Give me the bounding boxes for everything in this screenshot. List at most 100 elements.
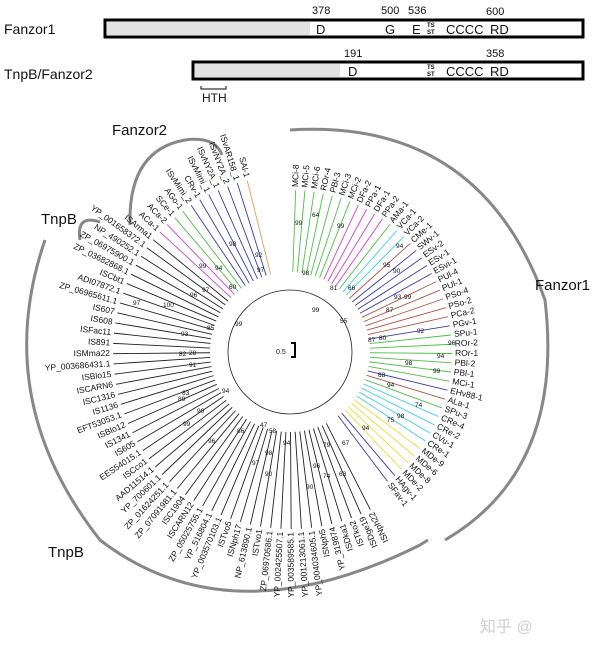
tree-inner-ring bbox=[227, 289, 353, 415]
leaf-label: MCi-1 bbox=[452, 376, 476, 390]
bootstrap-value: 97 bbox=[202, 287, 210, 294]
motif: CCCC bbox=[446, 64, 484, 79]
bootstrap-value: 94 bbox=[362, 425, 370, 432]
tree-branch bbox=[146, 247, 226, 306]
watermark: 知乎 @ bbox=[480, 618, 533, 636]
tree-branch bbox=[301, 191, 315, 273]
leaf-label: ISMma22 bbox=[74, 348, 111, 358]
tree-branch bbox=[152, 239, 229, 302]
tree-branch bbox=[132, 388, 220, 434]
tree-branch bbox=[369, 352, 452, 354]
bootstrap-value: 97 bbox=[252, 460, 260, 467]
bootstrap-value: 99 bbox=[183, 421, 191, 428]
leaf-label: MCi-6 bbox=[309, 165, 322, 189]
tree-branch bbox=[344, 409, 402, 470]
tree-branch bbox=[366, 374, 446, 400]
leaf-label: MCi-5 bbox=[299, 164, 311, 188]
bootstrap-value: 93 bbox=[181, 331, 189, 338]
tree-branch bbox=[118, 370, 213, 395]
pos-label: 600 bbox=[486, 6, 504, 18]
bootstrap-value: 63 bbox=[339, 471, 347, 478]
tree-branch bbox=[137, 392, 222, 443]
bootstrap-value: 60 bbox=[229, 284, 237, 291]
tnpb-small-clade-arc bbox=[77, 218, 101, 241]
bootstrap-value: 75 bbox=[387, 417, 395, 424]
tree-branch bbox=[359, 391, 431, 434]
bootstrap-value: 58 bbox=[269, 428, 277, 435]
bootstrap-value: 81 bbox=[330, 285, 338, 292]
tree-branch bbox=[361, 387, 435, 426]
leaf-label: IS608 bbox=[90, 313, 114, 327]
bootstrap-value: 98 bbox=[265, 450, 273, 457]
bootstrap-value: 96 bbox=[190, 292, 198, 299]
bootstrap-value: 94 bbox=[396, 243, 404, 250]
bootstrap-value: 99 bbox=[404, 294, 412, 301]
bootstrap-value: 99 bbox=[235, 321, 243, 328]
tree-branch bbox=[335, 218, 383, 287]
tree-branch bbox=[130, 273, 219, 318]
tnpb-shaded-region bbox=[195, 64, 340, 77]
bootstrap-value: 74 bbox=[323, 473, 331, 480]
tree-branch bbox=[369, 334, 452, 345]
fanzor1-shaded-region bbox=[107, 22, 310, 35]
bootstrap-value: 90 bbox=[306, 484, 314, 491]
leaf-label: PBl-2 bbox=[454, 357, 476, 368]
leaf-label: YP_001213061.1 bbox=[296, 531, 310, 597]
tree-branch bbox=[240, 428, 269, 523]
tree-branch bbox=[113, 352, 211, 355]
tree-branch bbox=[299, 431, 313, 528]
tree-branch bbox=[135, 264, 221, 314]
bootstrap-value: 94 bbox=[222, 388, 230, 395]
bootstrap-value: 96 bbox=[208, 438, 216, 445]
tnpb-large-clade-label: TnpB bbox=[48, 544, 84, 561]
motif: ST bbox=[427, 72, 435, 78]
tree-branch bbox=[199, 199, 250, 284]
tree-branch bbox=[319, 201, 351, 278]
tree-branch bbox=[120, 375, 214, 405]
bootstrap-value: 55 bbox=[340, 318, 348, 325]
tree-branch bbox=[352, 250, 417, 303]
motif: ST bbox=[427, 30, 435, 36]
tree-branch bbox=[119, 302, 214, 331]
pos-label: 536 bbox=[408, 5, 426, 17]
motif: E bbox=[412, 22, 421, 37]
bootstrap-value: 99 bbox=[199, 263, 207, 270]
bootstrap-value: 98 bbox=[302, 270, 310, 277]
motif: TS bbox=[427, 23, 435, 29]
tree-branch bbox=[159, 231, 232, 299]
hth-bracket bbox=[200, 86, 227, 90]
bootstrap-value: 99 bbox=[337, 223, 345, 230]
tree-branch bbox=[185, 416, 244, 496]
bootstrap-value: 93 bbox=[394, 294, 402, 301]
leaf-label: YP_003686431.1 bbox=[44, 358, 110, 372]
fanzor1-clade-label: Fanzor1 bbox=[535, 277, 590, 294]
tree-branch bbox=[369, 343, 452, 349]
tree-branch bbox=[217, 190, 258, 280]
tree-branch bbox=[260, 430, 278, 527]
bootstrap-value: 96 bbox=[313, 463, 321, 470]
bootstrap-value: 94 bbox=[215, 265, 223, 272]
bootstrap-value: 96 bbox=[448, 340, 456, 347]
tree-branch bbox=[292, 190, 297, 273]
pos-label: 358 bbox=[486, 48, 504, 60]
tree-branch bbox=[338, 224, 391, 290]
tree-branch bbox=[270, 431, 282, 528]
leaf-label: ISFac11 bbox=[80, 324, 112, 337]
tree-branch bbox=[357, 265, 428, 310]
leaf-label: YP_003589585.1 bbox=[285, 532, 295, 598]
motif: D bbox=[316, 22, 325, 37]
leaf-label: ROr-4 bbox=[318, 166, 333, 191]
tree-branch bbox=[169, 410, 236, 483]
bootstrap-value: 97 bbox=[257, 267, 265, 274]
tree-branch bbox=[113, 342, 211, 349]
tree-branch bbox=[166, 224, 235, 295]
tree-branch bbox=[365, 298, 444, 327]
bootstrap-value: 83 bbox=[182, 390, 190, 397]
tnpb-domain-row: TnpB/Fanzor2 191 358 D TS ST CCCC RD HTH bbox=[4, 48, 585, 105]
tree-branch bbox=[367, 316, 449, 336]
tree-branch bbox=[117, 312, 213, 335]
tree-branch bbox=[308, 429, 333, 525]
leaf-label: ISTvo1 bbox=[250, 528, 264, 556]
tree-branch bbox=[190, 204, 246, 286]
